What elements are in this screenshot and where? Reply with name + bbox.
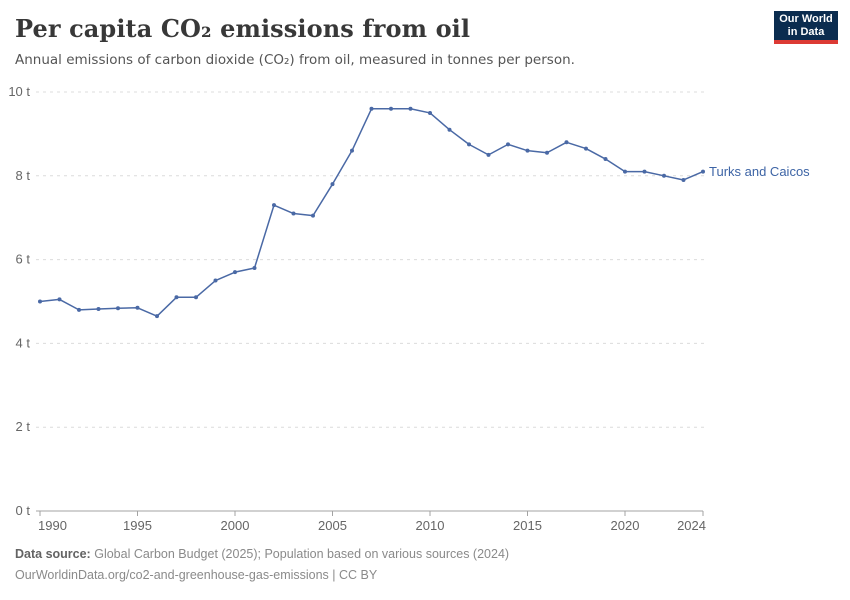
y-tick-label: 4 t <box>16 335 31 350</box>
data-point[interactable] <box>428 110 432 115</box>
data-point[interactable] <box>38 299 42 304</box>
citation-line[interactable]: OurWorldinData.org/co2-and-greenhouse-ga… <box>15 568 378 582</box>
data-point[interactable] <box>486 152 491 157</box>
data-point[interactable] <box>57 297 62 302</box>
data-point[interactable] <box>506 142 510 147</box>
chart-header: Per capita CO₂ emissions from oil Annual… <box>15 14 760 69</box>
data-point[interactable] <box>584 146 588 151</box>
y-tick-label: 8 t <box>16 168 31 183</box>
x-tick-label: 2010 <box>416 518 445 533</box>
data-point[interactable] <box>291 211 296 216</box>
owid-logo-line1: Our World <box>779 12 833 25</box>
data-point[interactable] <box>155 314 159 319</box>
x-tick-label: 1990 <box>38 518 67 533</box>
chart-line[interactable] <box>39 108 704 317</box>
y-tick-label: 2 t <box>16 419 31 434</box>
owid-logo[interactable]: Our World in Data <box>774 11 838 44</box>
data-point[interactable] <box>116 306 120 311</box>
x-tick-label: 2020 <box>611 518 640 533</box>
data-point[interactable] <box>389 106 393 111</box>
data-point[interactable] <box>447 127 452 132</box>
data-point[interactable] <box>467 142 471 147</box>
data-source-text: Global Carbon Budget (2025); Population … <box>94 547 510 561</box>
data-point[interactable] <box>369 106 374 111</box>
x-tick-label: 2000 <box>221 518 250 533</box>
entity-label[interactable]: Turks and Caicos <box>709 164 810 179</box>
data-point[interactable] <box>642 169 647 174</box>
y-tick-label: 10 t <box>8 84 30 99</box>
x-tick-label: 2005 <box>318 518 347 533</box>
data-point[interactable] <box>311 213 315 218</box>
data-point[interactable] <box>213 278 218 283</box>
data-point[interactable] <box>194 295 198 300</box>
data-point[interactable] <box>701 169 705 174</box>
data-point[interactable] <box>623 169 627 174</box>
owid-logo-line2: in Data <box>787 25 825 38</box>
y-tick-label: 6 t <box>16 252 31 267</box>
data-point[interactable] <box>681 177 686 182</box>
y-tick-label: 0 t <box>16 503 31 518</box>
data-point[interactable] <box>77 307 81 312</box>
data-point[interactable] <box>408 106 413 111</box>
page-title: Per capita CO₂ emissions from oil <box>15 14 471 43</box>
data-point[interactable] <box>662 173 666 178</box>
data-point[interactable] <box>174 295 179 300</box>
data-point[interactable] <box>252 265 257 270</box>
data-point[interactable] <box>272 203 276 208</box>
chart-subtitle: Annual emissions of carbon dioxide (CO₂)… <box>15 52 575 68</box>
data-source-line: Data source: Global Carbon Budget (2025)… <box>15 544 835 565</box>
data-point[interactable] <box>96 307 101 312</box>
data-point[interactable] <box>545 150 549 155</box>
data-point[interactable] <box>350 148 354 153</box>
x-tick-label: 2024 <box>677 518 706 533</box>
data-point[interactable] <box>564 140 569 145</box>
data-point[interactable] <box>525 148 530 153</box>
data-point[interactable] <box>603 157 608 162</box>
data-point[interactable] <box>330 182 335 187</box>
x-tick-label: 2015 <box>513 518 542 533</box>
data-point[interactable] <box>233 270 237 275</box>
data-point[interactable] <box>135 305 140 310</box>
chart-footer: Data source: Global Carbon Budget (2025)… <box>15 544 835 586</box>
x-tick-label: 1995 <box>123 518 152 533</box>
data-source-label: Data source: <box>15 547 91 561</box>
